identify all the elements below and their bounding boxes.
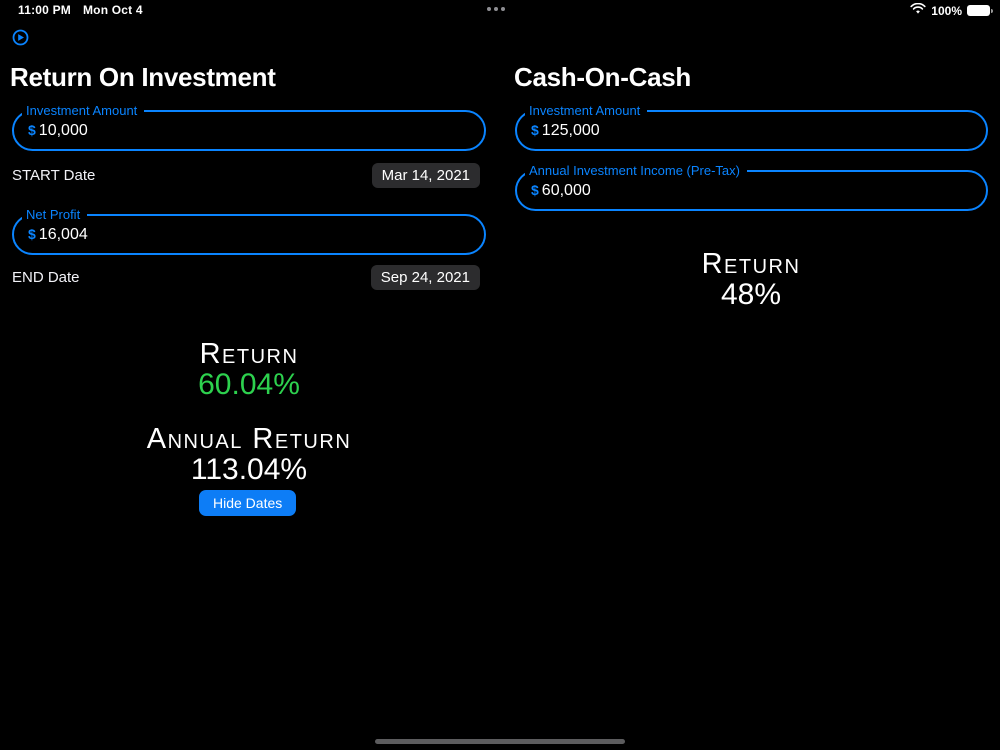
roi-investment-amount-input[interactable]: [38, 122, 359, 140]
roi-title: Return On Investment: [10, 62, 276, 92]
roi-investment-amount-label: Investment Amount: [22, 103, 145, 118]
roi-investment-amount-field[interactable]: Investment Amount $: [12, 103, 486, 151]
dollar-sign: $: [531, 182, 539, 198]
roi-start-date-row: START Date Mar 14, 2021: [12, 163, 480, 188]
coc-title: Cash-On-Cash: [514, 62, 691, 92]
roi-annual-return-value: 113.04%: [190, 453, 308, 486]
play-circle-icon[interactable]: [12, 29, 29, 46]
coc-return-value: 48%: [720, 278, 782, 311]
coc-investment-amount-field[interactable]: Investment Amount $: [515, 103, 988, 151]
coc-annual-income-input[interactable]: [541, 182, 862, 200]
status-bar-left: 11:00 PM Mon Oct 4: [18, 3, 143, 17]
battery-full-icon: [967, 5, 993, 16]
roi-end-date-row: END Date Sep 24, 2021: [12, 265, 480, 290]
end-date-button[interactable]: Sep 24, 2021: [370, 265, 480, 290]
status-date: Mon Oct 4: [82, 3, 143, 17]
wifi-icon: [910, 2, 926, 18]
battery-percent: 100%: [931, 3, 962, 18]
dollar-sign: $: [531, 122, 539, 138]
roi-annual-return-label: Annual Return: [146, 423, 352, 455]
roi-return-label: Return: [199, 338, 299, 370]
status-time: 11:00 PM: [18, 3, 71, 17]
start-date-button[interactable]: Mar 14, 2021: [371, 163, 480, 188]
coc-annual-income-field[interactable]: Annual Investment Income (Pre-Tax) $: [515, 163, 988, 211]
end-date-label: END Date: [12, 269, 80, 286]
home-indicator[interactable]: [375, 739, 625, 744]
dollar-sign: $: [28, 122, 36, 138]
start-date-label: START Date: [12, 167, 96, 184]
roi-net-profit-input[interactable]: [38, 226, 359, 244]
coc-annual-income-label: Annual Investment Income (Pre-Tax): [525, 163, 747, 178]
net-profit-label: Net Profit: [22, 207, 88, 222]
coc-investment-amount-input[interactable]: [541, 122, 862, 140]
coc-return-label: Return: [701, 248, 801, 280]
coc-investment-amount-label: Investment Amount: [525, 103, 648, 118]
status-bar-right: 100%: [910, 2, 993, 18]
roi-net-profit-field[interactable]: Net Profit $: [12, 207, 486, 255]
multitask-dots-icon[interactable]: [487, 7, 505, 11]
dollar-sign: $: [28, 226, 36, 242]
roi-return-value: 60.04%: [198, 368, 300, 401]
hide-dates-button[interactable]: Hide Dates: [199, 490, 297, 516]
